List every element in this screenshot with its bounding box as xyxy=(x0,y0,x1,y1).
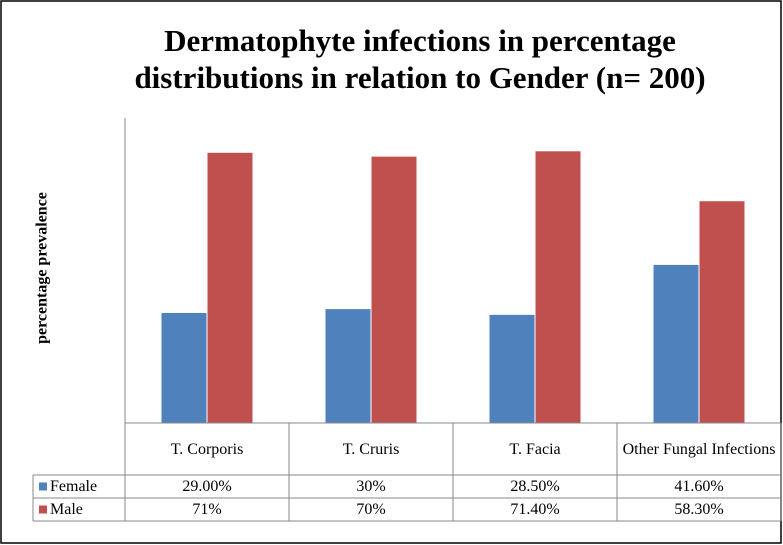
data-label: 29.00% xyxy=(182,478,231,495)
x-tick-label-box: T. Corporis xyxy=(170,440,244,458)
x-tick-label: Other Fungal Infections xyxy=(622,440,776,458)
legend-swatch xyxy=(39,505,47,514)
bar xyxy=(652,263,700,424)
title-box: Dermatophyte infections in percentage di… xyxy=(134,23,706,95)
bar xyxy=(370,155,418,424)
x-tick-label: T. Cruris xyxy=(342,440,400,458)
data-label: 30% xyxy=(356,478,385,495)
data-label: 71.40% xyxy=(510,501,559,518)
data-label: 71% xyxy=(192,501,221,518)
bar xyxy=(488,313,536,424)
data-label: 41.60% xyxy=(674,478,723,495)
data-label: 58.30% xyxy=(674,501,723,518)
data-label: 28.50% xyxy=(510,478,559,495)
chart-title: Dermatophyte infections in percentage di… xyxy=(134,23,706,95)
bar xyxy=(534,150,582,424)
x-tick-label: T. Facia xyxy=(509,440,561,458)
data-label: 70% xyxy=(356,501,385,518)
x-tick-label-box: T. Cruris xyxy=(342,440,400,458)
bar xyxy=(206,151,254,424)
x-tick-label-box: T. Facia xyxy=(509,440,561,458)
legend-label: Female xyxy=(50,478,97,495)
bar xyxy=(698,200,746,424)
bar xyxy=(324,308,372,424)
x-tick-label-box: Other Fungal Infections xyxy=(622,440,776,458)
x-tick-label: T. Corporis xyxy=(170,440,244,458)
legend-label: Male xyxy=(50,501,83,518)
y-axis-label: percentage prevalence xyxy=(34,192,51,344)
bar xyxy=(160,311,208,424)
legend-swatch xyxy=(39,482,47,491)
